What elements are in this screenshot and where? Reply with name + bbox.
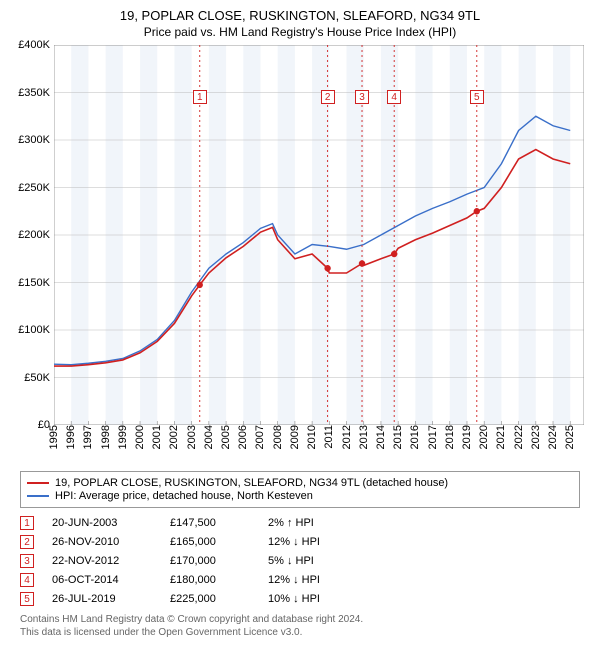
sale-marker-5: 5 xyxy=(470,90,484,104)
transaction-table: 1 20-JUN-2003 £147,500 2% ↑ HPI 2 26-NOV-2010… xyxy=(20,516,580,606)
chart-title: 19, POPLAR CLOSE, RUSKINGTON, SLEAFORD, … xyxy=(10,8,590,23)
sale-marker-2: 2 xyxy=(321,90,335,104)
x-axis-label: 2015 xyxy=(392,425,404,453)
x-axis-label: 2007 xyxy=(254,425,266,453)
transaction-price: £225,000 xyxy=(170,593,250,605)
x-axis-label: 2019 xyxy=(461,425,473,453)
y-axis-label: £100K xyxy=(18,324,54,336)
transaction-diff: 2% ↑ HPI xyxy=(268,517,378,529)
sale-marker-3: 3 xyxy=(355,90,369,104)
x-axis-label: 2021 xyxy=(495,425,507,453)
x-axis-label: 2017 xyxy=(427,425,439,453)
x-axis-label: 1996 xyxy=(65,425,77,453)
legend: 19, POPLAR CLOSE, RUSKINGTON, SLEAFORD, … xyxy=(20,471,580,508)
x-axis-label: 2018 xyxy=(444,425,456,453)
x-axis-label: 2013 xyxy=(358,425,370,453)
transaction-marker: 2 xyxy=(20,535,34,549)
x-axis-label: 2008 xyxy=(272,425,284,453)
x-axis-label: 1999 xyxy=(117,425,129,453)
transaction-price: £147,500 xyxy=(170,517,250,529)
y-axis-label: £50K xyxy=(24,372,54,384)
y-axis-label: £200K xyxy=(18,229,54,241)
x-axis-label: 2010 xyxy=(306,425,318,453)
x-axis-label: 2004 xyxy=(203,425,215,453)
y-axis-label: £250K xyxy=(18,182,54,194)
y-axis-label: £150K xyxy=(18,277,54,289)
transaction-marker: 5 xyxy=(20,592,34,606)
x-axis-label: 2002 xyxy=(168,425,180,453)
transaction-row: 3 22-NOV-2012 £170,000 5% ↓ HPI xyxy=(20,554,580,568)
chart-container: 19, POPLAR CLOSE, RUSKINGTON, SLEAFORD, … xyxy=(0,0,600,645)
legend-label: 19, POPLAR CLOSE, RUSKINGTON, SLEAFORD, … xyxy=(55,477,448,489)
legend-row: 19, POPLAR CLOSE, RUSKINGTON, SLEAFORD, … xyxy=(27,477,573,489)
x-axis-label: 2005 xyxy=(220,425,232,453)
x-axis-label: 2023 xyxy=(530,425,542,453)
transaction-price: £180,000 xyxy=(170,574,250,586)
sale-marker-4: 4 xyxy=(387,90,401,104)
x-axis-label: 2001 xyxy=(151,425,163,453)
transaction-date: 20-JUN-2003 xyxy=(52,517,152,529)
footer-line-2: This data is licensed under the Open Gov… xyxy=(20,627,580,640)
transaction-row: 1 20-JUN-2003 £147,500 2% ↑ HPI xyxy=(20,516,580,530)
transaction-date: 26-JUL-2019 xyxy=(52,593,152,605)
x-axis-label: 2022 xyxy=(513,425,525,453)
transaction-row: 4 06-OCT-2014 £180,000 12% ↓ HPI xyxy=(20,573,580,587)
x-axis-label: 2000 xyxy=(134,425,146,453)
transaction-date: 26-NOV-2010 xyxy=(52,536,152,548)
transaction-diff: 5% ↓ HPI xyxy=(268,555,378,567)
plot-area: £0£50K£100K£150K£200K£250K£300K£350K£400… xyxy=(54,45,584,425)
x-axis-label: 1997 xyxy=(82,425,94,453)
transaction-date: 06-OCT-2014 xyxy=(52,574,152,586)
footer-line-1: Contains HM Land Registry data © Crown c… xyxy=(20,614,580,627)
transaction-diff: 12% ↓ HPI xyxy=(268,536,378,548)
x-axis-label: 2006 xyxy=(237,425,249,453)
footer-text: Contains HM Land Registry data © Crown c… xyxy=(20,614,580,639)
transaction-row: 5 26-JUL-2019 £225,000 10% ↓ HPI xyxy=(20,592,580,606)
transaction-diff: 10% ↓ HPI xyxy=(268,593,378,605)
y-axis-label: £350K xyxy=(18,87,54,99)
transaction-marker: 4 xyxy=(20,573,34,587)
x-axis-label: 2011 xyxy=(323,425,335,453)
x-axis-label: 2009 xyxy=(289,425,301,453)
x-axis-label: 2014 xyxy=(375,425,387,453)
legend-swatch xyxy=(27,482,49,484)
x-axis-label: 2003 xyxy=(186,425,198,453)
y-axis-label: £400K xyxy=(18,39,54,51)
transaction-price: £170,000 xyxy=(170,555,250,567)
transaction-date: 22-NOV-2012 xyxy=(52,555,152,567)
x-axis-label: 1998 xyxy=(100,425,112,453)
x-axis-label: 2016 xyxy=(409,425,421,453)
transaction-row: 2 26-NOV-2010 £165,000 12% ↓ HPI xyxy=(20,535,580,549)
legend-row: HPI: Average price, detached house, Nort… xyxy=(27,490,573,502)
legend-label: HPI: Average price, detached house, Nort… xyxy=(55,490,313,502)
x-axis-label: 2020 xyxy=(478,425,490,453)
transaction-diff: 12% ↓ HPI xyxy=(268,574,378,586)
chart-svg xyxy=(54,45,584,425)
transaction-marker: 3 xyxy=(20,554,34,568)
sale-marker-1: 1 xyxy=(193,90,207,104)
x-axis-label: 2012 xyxy=(341,425,353,453)
transaction-price: £165,000 xyxy=(170,536,250,548)
y-axis-label: £300K xyxy=(18,134,54,146)
x-axis-label: 2024 xyxy=(547,425,559,453)
chart-subtitle: Price paid vs. HM Land Registry's House … xyxy=(10,25,590,39)
transaction-marker: 1 xyxy=(20,516,34,530)
x-axis-label: 1995 xyxy=(48,425,60,453)
legend-swatch xyxy=(27,495,49,497)
x-axis-label: 2025 xyxy=(564,425,576,453)
